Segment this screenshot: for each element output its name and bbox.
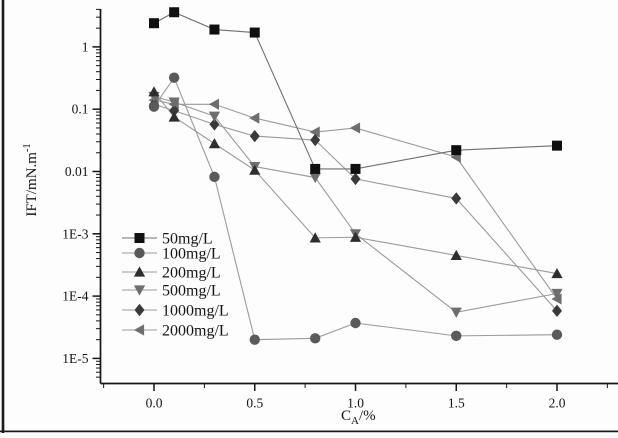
marker-diamond — [350, 172, 361, 186]
series-line-200mgL — [153, 91, 558, 275]
marker-triangle-left — [551, 293, 562, 305]
marker-triangle-down — [450, 307, 462, 318]
marker-triangle-down — [309, 172, 321, 184]
marker-triangle-up — [551, 267, 563, 279]
y-tick-label: 1E-5 — [62, 351, 88, 366]
marker-diamond — [310, 133, 321, 147]
marker-triangle-up — [450, 249, 462, 260]
marker-square — [350, 163, 361, 174]
marker-triangle-up — [168, 111, 180, 122]
series-line-50mgL — [153, 11, 558, 170]
series-line-1000mgL — [153, 103, 558, 312]
x-tick-label: 1.0 — [347, 396, 364, 411]
y-tick-label: 1 — [82, 39, 89, 54]
legend-label: 50mg/L — [162, 231, 213, 248]
series-line-500mgL — [153, 95, 558, 313]
marker-square — [134, 233, 145, 243]
x-axis-title: CA/% — [341, 408, 376, 427]
marker-circle — [134, 247, 145, 259]
marker-diamond — [134, 303, 145, 317]
marker-diamond — [451, 192, 462, 205]
marker-triangle-left — [249, 112, 260, 124]
marker-triangle-up — [309, 232, 321, 243]
x-tick-label: 0.0 — [146, 396, 163, 411]
marker-triangle-up — [133, 266, 146, 277]
marker-square — [149, 18, 159, 29]
marker-triangle-up — [148, 86, 160, 97]
y-tick-label: 1E-3 — [62, 226, 88, 241]
marker-circle — [350, 317, 361, 329]
legend-label: 200mg/L — [162, 265, 221, 282]
legend-label: 100mg/L — [162, 246, 221, 263]
x-tick-label: 1.5 — [448, 396, 465, 411]
marker-diamond — [169, 104, 180, 117]
marker-diamond — [552, 304, 562, 318]
marker-triangle-down — [551, 288, 563, 300]
marker-diamond — [209, 118, 220, 131]
y-tick-label: 0.01 — [65, 164, 89, 179]
marker-square — [209, 24, 220, 35]
y-tick-label: 1E-4 — [62, 289, 88, 304]
marker-circle — [168, 72, 180, 83]
marker-triangle-left — [309, 126, 320, 138]
marker-triangle-down — [133, 285, 146, 296]
marker-circle — [249, 334, 260, 345]
marker-triangle-left — [208, 98, 220, 110]
marker-triangle-up — [349, 231, 362, 242]
y-axis-title: IFT/mN.m-1 — [22, 143, 40, 216]
legend-label: 2000mg/L — [162, 323, 229, 340]
legend-label: 500mg/L — [162, 283, 221, 300]
marker-triangle-left — [133, 324, 145, 336]
legend-label: 1000mg/L — [162, 303, 229, 320]
marker-circle — [451, 330, 462, 342]
marker-square — [249, 27, 260, 38]
marker-diamond — [249, 129, 260, 143]
x-tick-label: 0.5 — [246, 396, 263, 411]
marker-square — [310, 163, 321, 174]
marker-triangle-down — [208, 111, 221, 122]
y-tick-label: 0.1 — [72, 102, 89, 117]
marker-square — [552, 140, 562, 151]
marker-circle — [209, 171, 220, 183]
marker-square — [451, 145, 462, 156]
marker-circle — [551, 329, 563, 340]
marker-triangle-left — [349, 122, 361, 134]
marker-triangle-down — [168, 97, 180, 108]
marker-circle — [148, 101, 160, 112]
marker-triangle-up — [208, 138, 221, 149]
x-tick-label: 2.0 — [549, 396, 566, 411]
series-line-100mgL — [153, 76, 558, 341]
marker-square — [169, 7, 180, 18]
marker-triangle-up — [249, 164, 261, 175]
marker-circle — [310, 333, 321, 344]
